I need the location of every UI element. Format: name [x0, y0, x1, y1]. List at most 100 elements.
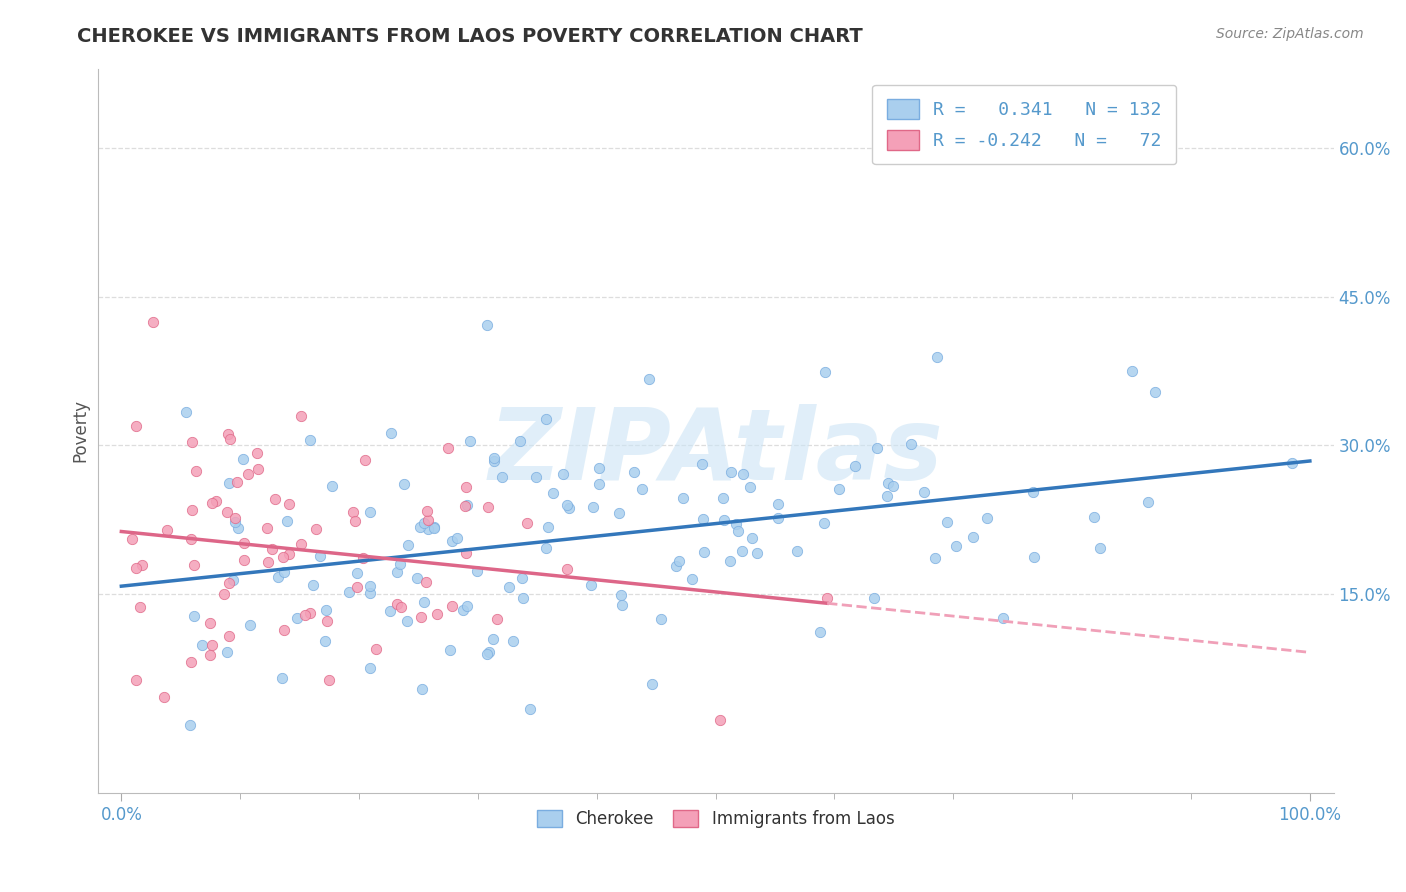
- Point: [510, 571, 533, 585]
- Point: [156, 523, 179, 537]
- Point: [287, 611, 309, 625]
- Point: [273, 624, 295, 638]
- Point: [359, 505, 381, 519]
- Point: [1083, 509, 1105, 524]
- Point: [219, 432, 242, 446]
- Point: [271, 550, 294, 565]
- Point: [142, 315, 165, 329]
- Point: [900, 437, 922, 451]
- Point: [198, 615, 221, 630]
- Point: [200, 648, 222, 662]
- Point: [423, 521, 446, 535]
- Point: [342, 505, 364, 519]
- Point: [359, 579, 381, 593]
- Point: [478, 645, 501, 659]
- Point: [482, 454, 505, 468]
- Point: [962, 530, 984, 544]
- Point: [945, 539, 967, 553]
- Point: [305, 522, 328, 536]
- Point: [232, 451, 254, 466]
- Point: [124, 673, 146, 687]
- Text: Source: ZipAtlas.com: Source: ZipAtlas.com: [1216, 27, 1364, 41]
- Point: [738, 480, 761, 494]
- Point: [553, 467, 575, 481]
- Point: [412, 595, 434, 609]
- Point: [672, 491, 695, 506]
- Point: [395, 614, 418, 628]
- Point: [475, 647, 498, 661]
- Point: [582, 500, 605, 514]
- Point: [1022, 549, 1045, 564]
- Point: [314, 633, 336, 648]
- Point: [766, 498, 789, 512]
- Point: [222, 573, 245, 587]
- Point: [153, 690, 176, 704]
- Point: [692, 511, 714, 525]
- Point: [713, 512, 735, 526]
- Point: [396, 538, 419, 552]
- Point: [302, 578, 325, 592]
- Point: [392, 477, 415, 491]
- Point: [665, 559, 688, 574]
- Point: [534, 412, 557, 426]
- Point: [465, 564, 488, 578]
- Point: [690, 458, 713, 472]
- Point: [481, 632, 503, 647]
- Point: [321, 479, 343, 493]
- Point: [276, 514, 298, 528]
- Point: [1144, 384, 1167, 399]
- Point: [1022, 485, 1045, 500]
- Point: [882, 479, 904, 493]
- Point: [814, 365, 837, 379]
- Point: [768, 511, 790, 525]
- Point: [650, 612, 672, 626]
- Point: [337, 584, 360, 599]
- Point: [416, 504, 439, 518]
- Point: [267, 570, 290, 584]
- Point: [290, 537, 312, 551]
- Point: [380, 425, 402, 440]
- Point: [508, 434, 530, 449]
- Point: [641, 677, 664, 691]
- Point: [484, 450, 506, 465]
- Point: [1090, 541, 1112, 555]
- Point: [263, 492, 285, 507]
- Point: [454, 545, 477, 559]
- Point: [866, 441, 889, 455]
- Point: [226, 475, 249, 489]
- Point: [277, 497, 299, 511]
- Point: [411, 682, 433, 697]
- Point: [631, 483, 654, 497]
- Point: [456, 599, 478, 613]
- Point: [607, 506, 630, 520]
- Point: [224, 515, 246, 529]
- Point: [813, 516, 835, 531]
- Point: [512, 591, 534, 605]
- Point: [416, 522, 439, 536]
- Point: [180, 532, 202, 546]
- Point: [927, 350, 949, 364]
- Point: [456, 498, 478, 512]
- Point: [446, 531, 468, 545]
- Point: [124, 419, 146, 434]
- Point: [537, 520, 560, 534]
- Point: [808, 625, 831, 640]
- Point: [131, 558, 153, 572]
- Point: [257, 555, 280, 569]
- Point: [579, 578, 602, 592]
- Point: [498, 580, 520, 594]
- Point: [588, 460, 610, 475]
- Point: [201, 496, 224, 510]
- Point: [180, 655, 202, 669]
- Point: [976, 511, 998, 525]
- Point: [815, 591, 838, 605]
- Point: [201, 638, 224, 652]
- Point: [308, 549, 330, 563]
- Point: [129, 599, 152, 614]
- Point: [232, 536, 254, 550]
- Point: [239, 617, 262, 632]
- Point: [727, 524, 749, 539]
- Point: [709, 713, 731, 727]
- Point: [536, 541, 558, 556]
- Point: [1136, 494, 1159, 508]
